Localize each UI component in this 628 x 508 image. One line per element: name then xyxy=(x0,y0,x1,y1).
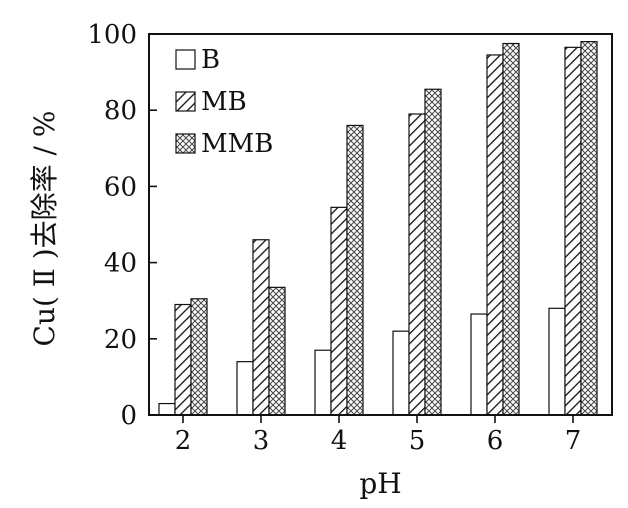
x-tick-label: 7 xyxy=(565,426,582,456)
legend-swatch-mmb xyxy=(175,133,196,154)
y-tick-label: 100 xyxy=(87,20,137,50)
bar-mmb-3 xyxy=(268,286,286,416)
legend-label-b: B xyxy=(201,45,220,75)
y-tick-label: 80 xyxy=(104,96,137,126)
x-tick-label: 4 xyxy=(331,426,348,456)
bar-mmb-2 xyxy=(190,298,208,416)
x-axis-title: pH xyxy=(359,467,401,500)
bar-b-7 xyxy=(548,307,566,416)
y-axis-ticks: 0 20 40 60 80 100 xyxy=(87,20,157,431)
x-tick-label: 5 xyxy=(409,426,426,456)
legend-swatch-mb xyxy=(175,91,196,112)
bar-mmb-5 xyxy=(424,88,442,416)
bar-mmb-4 xyxy=(346,124,364,416)
x-tick-label: 2 xyxy=(175,426,192,456)
y-tick-label: 40 xyxy=(104,249,137,279)
bar-b-2 xyxy=(158,402,176,416)
bar-mmb-6 xyxy=(502,42,520,416)
y-tick-label: 0 xyxy=(120,401,137,431)
bar-mb-6 xyxy=(486,54,504,416)
x-tick-label: 3 xyxy=(253,426,270,456)
bar-b-4 xyxy=(314,349,332,416)
bar-b-5 xyxy=(392,330,410,416)
bar-mb-3 xyxy=(252,239,270,416)
plot-frame xyxy=(148,33,613,416)
legend-label-mb: MB xyxy=(201,87,247,117)
y-axis-title: Cu( Ⅱ )去除率 / % xyxy=(28,111,61,347)
bar-mb-4 xyxy=(330,206,348,416)
bar-group xyxy=(158,41,598,416)
x-axis-ticks: 2 3 4 5 6 7 xyxy=(175,415,582,456)
bar-mb-7 xyxy=(564,46,582,416)
y-tick-label: 20 xyxy=(104,325,137,355)
y-tick-label: 60 xyxy=(104,172,137,202)
bar-mb-5 xyxy=(408,113,426,416)
bar-b-3 xyxy=(236,361,254,416)
legend-label-mmb: MMB xyxy=(201,129,273,159)
x-tick-label: 6 xyxy=(487,426,504,456)
legend-swatch-b xyxy=(175,49,196,70)
legend: B MB MMB xyxy=(175,45,273,159)
bar-mb-2 xyxy=(174,303,192,416)
bar-b-6 xyxy=(470,313,488,416)
bar-mmb-7 xyxy=(580,41,598,416)
